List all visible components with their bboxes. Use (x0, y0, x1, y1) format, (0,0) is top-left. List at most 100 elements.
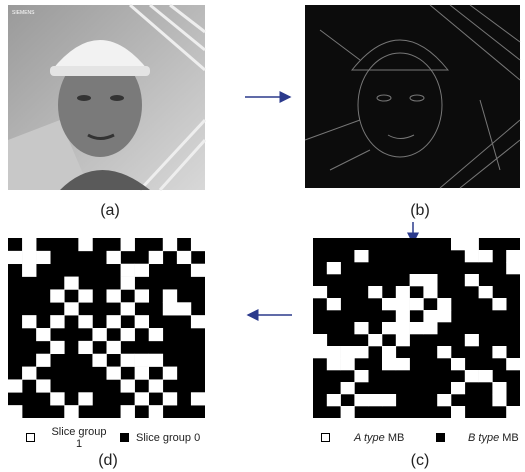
grid-cell (191, 392, 205, 405)
grid-cell (135, 264, 149, 277)
grid-cell (382, 322, 396, 334)
grid-cell (36, 354, 50, 367)
grid-cell (465, 250, 479, 262)
grid-cell (423, 274, 437, 286)
grid-cell (437, 298, 451, 310)
legend-swatch (120, 433, 129, 442)
legend-swatch (436, 433, 445, 442)
grid-cell (423, 310, 437, 322)
image-text: SIEMENS (12, 10, 35, 16)
grid-cell (78, 392, 92, 405)
legend-unit: MB (388, 432, 405, 444)
grid-cell (437, 310, 451, 322)
grid-cell (107, 367, 121, 380)
grid-cell (149, 379, 163, 392)
grid-cell (479, 370, 493, 382)
grid-cell (479, 250, 493, 262)
grid-cell (451, 406, 465, 418)
grid-cell (121, 405, 135, 418)
grid-cell (396, 310, 410, 322)
grid-cell (341, 406, 355, 418)
grid-cell (191, 238, 205, 251)
grid-cell (437, 394, 451, 406)
grid-cell (437, 346, 451, 358)
grid-cell (135, 315, 149, 328)
photo-a: SIEMENS (8, 5, 205, 190)
grid-cell (465, 334, 479, 346)
grid-cell (107, 289, 121, 302)
grid-cell (327, 394, 341, 406)
grid-cell (492, 346, 506, 358)
grid-cell (135, 354, 149, 367)
grid-cell (354, 322, 368, 334)
grid-cell (121, 264, 135, 277)
grid-cell (313, 346, 327, 358)
panel-label: (d) (88, 452, 128, 470)
legend-label: Slice group 0 (136, 432, 200, 444)
grid-cell (163, 238, 177, 251)
figure: SIEMENS (0, 0, 525, 472)
grid-cell (368, 334, 382, 346)
grid-cell (149, 251, 163, 264)
grid-cell (341, 382, 355, 394)
grid-cell (22, 238, 36, 251)
grid-cell (368, 394, 382, 406)
grid-cell (22, 251, 36, 264)
grid-cell (327, 298, 341, 310)
grid-cell (492, 298, 506, 310)
grid-cell (423, 322, 437, 334)
grid-cell (465, 238, 479, 250)
grid-cell (135, 367, 149, 380)
grid-cell (8, 379, 22, 392)
panel-label: (b) (400, 202, 440, 220)
grid-cell (78, 315, 92, 328)
grid-cell (396, 334, 410, 346)
grid-cell (121, 302, 135, 315)
grid-cell (396, 286, 410, 298)
legend-label: Slice group 1 (48, 426, 110, 450)
grid-cell (368, 286, 382, 298)
grid-cell (107, 251, 121, 264)
grid-cell (465, 274, 479, 286)
grid-cell (410, 322, 424, 334)
grid-cell (107, 315, 121, 328)
grid-cell (423, 286, 437, 298)
legend-label: B type MB (468, 432, 519, 444)
grid-cell (492, 394, 506, 406)
legend-label: A type MB (354, 432, 404, 444)
grid-cell (36, 379, 50, 392)
grid-cell (22, 367, 36, 380)
grid-cell (506, 262, 520, 274)
grid-cell (341, 358, 355, 370)
figure-page: SIEMENS (a) (b) (c) (d) Slice group 1 Sl… (0, 0, 525, 472)
grid-cell (149, 328, 163, 341)
grid-cell (382, 298, 396, 310)
grid-cell (410, 298, 424, 310)
grid-cell (121, 379, 135, 392)
grid-cell (382, 346, 396, 358)
grid-cell (354, 346, 368, 358)
grid-cell (354, 394, 368, 406)
grid-cell (163, 289, 177, 302)
grid-cell (327, 262, 341, 274)
grid-cell (354, 370, 368, 382)
grid-cell (36, 251, 50, 264)
grid-cell (107, 341, 121, 354)
grid-cell (506, 406, 520, 418)
grid-cell (327, 346, 341, 358)
grid-cell (50, 315, 64, 328)
grid-cell (396, 322, 410, 334)
legend-unit: MB (502, 432, 519, 444)
grid-cell (396, 358, 410, 370)
grid-cell (506, 358, 520, 370)
grid-cell (135, 289, 149, 302)
grid-cell (396, 298, 410, 310)
grid-cell (8, 251, 22, 264)
grid-cell (465, 370, 479, 382)
grid-cell (163, 392, 177, 405)
grid-cell (78, 341, 92, 354)
grid-cell (191, 264, 205, 277)
grid-cell (451, 358, 465, 370)
grid-cell (121, 277, 135, 290)
grid-cell (163, 367, 177, 380)
